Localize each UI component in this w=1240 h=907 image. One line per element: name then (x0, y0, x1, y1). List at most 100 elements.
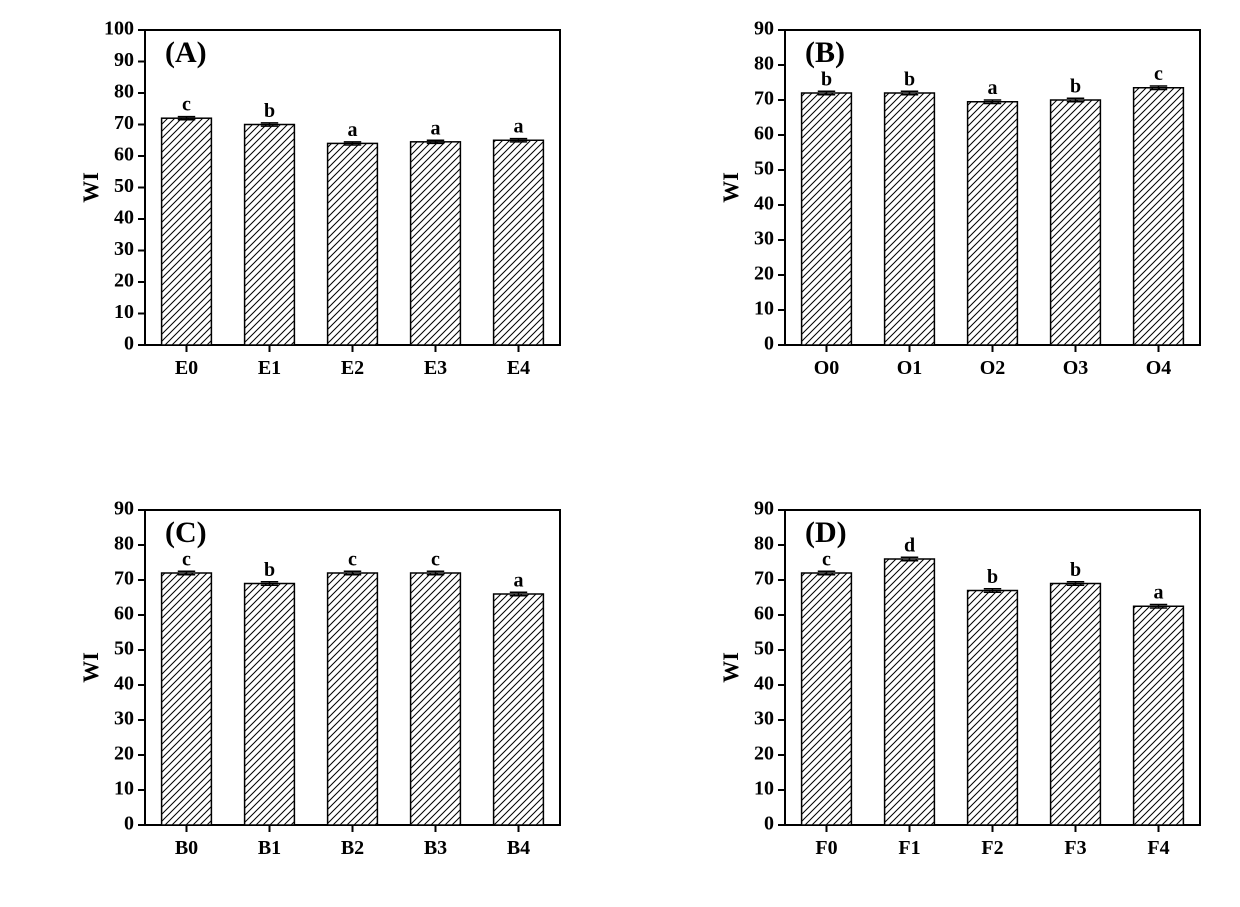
x-tick-label: E2 (341, 357, 364, 379)
x-tick-label: F0 (815, 837, 837, 859)
y-axis-label: WI (80, 172, 103, 203)
significance-letter: c (348, 548, 357, 570)
y-axis-label: WI (80, 652, 103, 683)
significance-letter: a (988, 77, 998, 99)
significance-letter: b (821, 68, 832, 90)
y-tick-label: 10 (114, 301, 134, 323)
y-tick-label: 30 (114, 708, 134, 730)
panel-C: 0102030405060708090WIcB0bB1cB2cB3aB4(C) (80, 490, 570, 870)
x-tick-label: O1 (897, 357, 923, 379)
significance-letter: a (1154, 582, 1164, 604)
x-tick-label: B3 (424, 837, 447, 859)
bar-chart: 0102030405060708090WIcB0bB1cB2cB3aB4(C) (80, 490, 570, 870)
significance-letter: b (987, 566, 998, 588)
y-tick-label: 50 (754, 638, 774, 660)
significance-letter: c (182, 548, 191, 570)
x-tick-label: O3 (1063, 357, 1089, 379)
x-tick-label: F1 (898, 837, 920, 859)
panel-label: (A) (165, 36, 207, 69)
significance-letter: c (822, 548, 831, 570)
panel-label: (C) (165, 516, 207, 549)
y-tick-label: 30 (114, 238, 134, 260)
x-tick-label: F3 (1064, 837, 1086, 859)
significance-letter: b (264, 559, 275, 581)
y-tick-label: 50 (754, 158, 774, 180)
y-tick-label: 50 (114, 638, 134, 660)
x-tick-label: O4 (1146, 357, 1172, 379)
bar (968, 102, 1018, 345)
x-tick-label: F2 (981, 837, 1003, 859)
y-tick-label: 20 (114, 270, 134, 292)
figure-root: 0102030405060708090100WIcE0bE1aE2aE3aE4(… (0, 0, 1240, 907)
bar (1134, 606, 1184, 825)
significance-letter: b (1070, 75, 1081, 97)
y-tick-label: 20 (114, 743, 134, 765)
y-tick-label: 30 (754, 708, 774, 730)
y-tick-label: 80 (754, 533, 774, 555)
y-tick-label: 70 (754, 568, 774, 590)
bar (245, 125, 295, 346)
y-tick-label: 10 (114, 778, 134, 800)
x-tick-label: B1 (258, 837, 281, 859)
y-tick-label: 90 (754, 498, 774, 520)
y-tick-label: 70 (754, 88, 774, 110)
y-axis-label: WI (720, 172, 743, 203)
y-tick-label: 40 (754, 673, 774, 695)
y-tick-label: 60 (754, 123, 774, 145)
y-tick-label: 0 (764, 333, 774, 355)
y-tick-label: 60 (114, 603, 134, 625)
x-tick-label: E4 (507, 357, 530, 379)
significance-letter: c (182, 94, 191, 116)
bar (328, 143, 378, 345)
y-axis-label: WI (720, 652, 743, 683)
y-tick-label: 80 (114, 81, 134, 103)
y-tick-label: 0 (764, 813, 774, 835)
x-tick-label: F4 (1147, 837, 1169, 859)
y-tick-label: 90 (754, 18, 774, 40)
bar (411, 142, 461, 345)
significance-letter: c (1154, 63, 1163, 85)
significance-letter: d (904, 534, 915, 556)
bar (1051, 100, 1101, 345)
bar (885, 93, 935, 345)
bar (494, 594, 544, 825)
bar (162, 573, 212, 825)
x-tick-label: E0 (175, 357, 198, 379)
significance-letter: a (514, 569, 524, 591)
bar (494, 140, 544, 345)
y-tick-label: 70 (114, 112, 134, 134)
bar (802, 573, 852, 825)
panel-B: 0102030405060708090WIbO0bO1aO2bO3cO4(B) (720, 10, 1210, 390)
y-tick-label: 20 (754, 743, 774, 765)
x-tick-label: B2 (341, 837, 364, 859)
y-tick-label: 10 (754, 778, 774, 800)
bar-chart: 0102030405060708090WIbO0bO1aO2bO3cO4(B) (720, 10, 1210, 390)
x-tick-label: E3 (424, 357, 447, 379)
significance-letter: b (264, 100, 275, 122)
significance-letter: b (1070, 559, 1081, 581)
bar (885, 559, 935, 825)
x-tick-label: B4 (507, 837, 530, 859)
significance-letter: a (348, 119, 358, 141)
y-tick-label: 100 (104, 18, 134, 40)
bar (1051, 584, 1101, 826)
y-tick-label: 60 (114, 144, 134, 166)
x-tick-label: B0 (175, 837, 198, 859)
bar (328, 573, 378, 825)
panel-label: (D) (805, 516, 847, 549)
y-tick-label: 80 (754, 53, 774, 75)
y-tick-label: 80 (114, 533, 134, 555)
y-tick-label: 30 (754, 228, 774, 250)
bar-chart: 0102030405060708090WIcF0dF1bF2bF3aF4(D) (720, 490, 1210, 870)
y-tick-label: 40 (114, 673, 134, 695)
y-tick-label: 40 (754, 193, 774, 215)
significance-letter: b (904, 68, 915, 90)
y-tick-label: 10 (754, 298, 774, 320)
bar (1134, 88, 1184, 345)
panel-D: 0102030405060708090WIcF0dF1bF2bF3aF4(D) (720, 490, 1210, 870)
y-tick-label: 0 (124, 813, 134, 835)
significance-letter: a (431, 117, 441, 139)
x-tick-label: O2 (980, 357, 1006, 379)
y-tick-label: 90 (114, 49, 134, 71)
significance-letter: a (514, 116, 524, 138)
